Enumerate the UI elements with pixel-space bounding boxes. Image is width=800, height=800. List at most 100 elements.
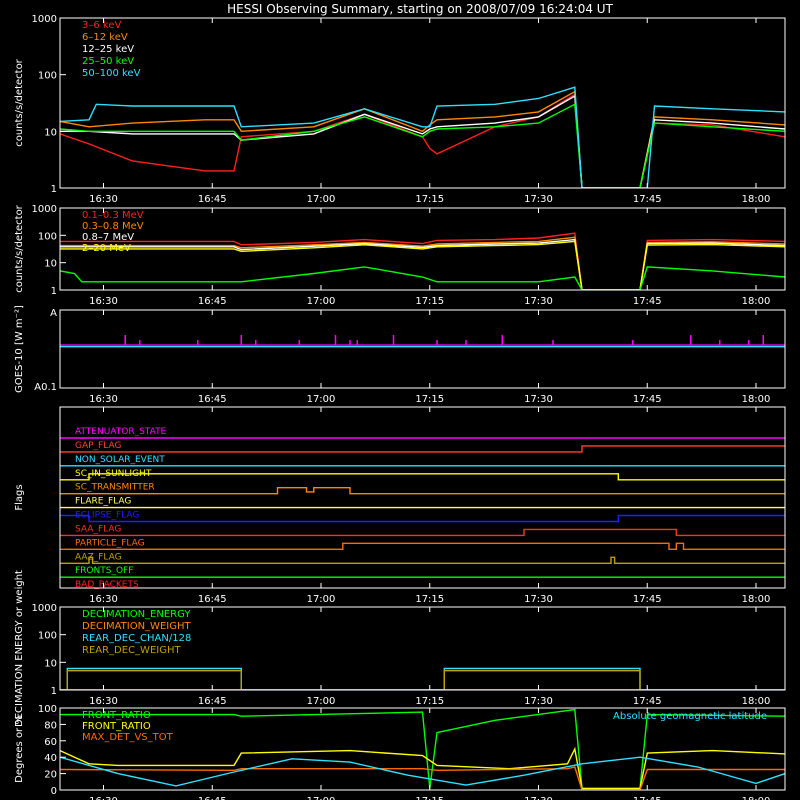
- panel-0-series-2: [60, 94, 785, 188]
- panel-5-xtick-label-2: 17:00: [307, 796, 336, 800]
- panel-5-xtick-label-0: 16:30: [89, 796, 118, 800]
- panel-1-xtick-label-2: 17:00: [307, 296, 336, 307]
- panel-2-ytick-top: A: [50, 308, 57, 319]
- panel-4-plot: [60, 667, 785, 690]
- panel-3-plot: [60, 437, 785, 578]
- panel-3-xtick-label-0: 16:30: [89, 594, 118, 605]
- panel-1-legend-3: 2–20 MeV: [82, 243, 131, 254]
- panel-3-flag-label-3: SC_IN_SUNLIGHT: [75, 469, 152, 479]
- panel-1-series-4: [60, 266, 785, 290]
- figure-title: HESSI Observing Summary, starting on 200…: [227, 2, 613, 16]
- panel-1-xtick-label-6: 18:00: [742, 296, 771, 307]
- panel-4-xtick-label-1: 16:45: [198, 696, 227, 707]
- panel-0-xtick-label-4: 17:30: [524, 194, 553, 205]
- panel-0-legend-0: 3–6 keV: [82, 20, 121, 31]
- panel-3-flag-label-5: FLARE_FLAG: [75, 497, 131, 507]
- panel-2-xtick-label-3: 17:15: [415, 394, 444, 405]
- panel-3-series-1: [60, 445, 785, 453]
- panel-4-xtick-label-2: 17:00: [307, 696, 336, 707]
- panel-4-xtick-label-3: 17:15: [415, 696, 444, 707]
- panel-5-ytick-label-5: 100: [38, 704, 57, 715]
- panel-0-ytick-label-0: 1: [51, 184, 57, 195]
- panel-3-series-7: [60, 528, 785, 537]
- panel-0-xtick-label-6: 18:00: [742, 194, 771, 205]
- panel-1-plot: [60, 232, 785, 290]
- panel-0-xtick-label-3: 17:15: [415, 194, 444, 205]
- panel-0-series-4: [60, 86, 785, 188]
- panel-3-series-3: [60, 473, 785, 481]
- panel-5-frame: [59, 707, 786, 791]
- panel-4-legend-2: REAR_DEC_CHAN/128: [82, 633, 191, 644]
- panel-5-series-2: [60, 766, 785, 790]
- panel-2-xtick-label-5: 17:45: [633, 394, 662, 405]
- panel-0-legend-1: 6–12 keV: [82, 32, 128, 43]
- panel-5-plot: [60, 708, 785, 790]
- panel-5-legend-0: FRONT_RATIO: [82, 710, 151, 721]
- panel-0-ytick-label-3: 1000: [32, 14, 57, 25]
- panel-0-legend-2: 12–25 keV: [82, 44, 134, 55]
- panel-3-flag-label-8: PARTICLE_FLAG: [75, 538, 145, 548]
- panel-3-xtick-label-6: 18:00: [742, 594, 771, 605]
- panel-0-xtick-label-0: 16:30: [89, 194, 118, 205]
- panel-4-xtick-label-6: 18:00: [742, 696, 771, 707]
- panel-1-xtick-label-0: 16:30: [89, 296, 118, 307]
- panel-1-xtick-label-5: 17:45: [633, 296, 662, 307]
- panel-0-ytick-label-2: 100: [38, 71, 57, 82]
- panel-5-ytick-label-1: 20: [44, 770, 57, 781]
- panel-4-xtick-label-4: 17:30: [524, 696, 553, 707]
- panel-2-xtick-label-6: 18:00: [742, 394, 771, 405]
- panel-5-xtick-label-3: 17:15: [415, 796, 444, 800]
- panel-3-xtick-label-1: 16:45: [198, 594, 227, 605]
- panel-4: 1 10 100 1000 DECIMATION_ENERGYDECIMATION_WE…: [14, 570, 786, 727]
- panel-4-legend-0: DECIMATION_ENERGY: [82, 609, 191, 620]
- panel-5-xtick-label-4: 17:30: [524, 796, 553, 800]
- panel-3-xtick-label-2: 17:00: [307, 594, 336, 605]
- panel-4-series-3: [60, 670, 785, 690]
- panel-1-ylabel: counts/s/detector: [14, 204, 25, 292]
- panel-4-ytick-label-0: 1: [51, 686, 57, 697]
- panel-3-ylabel: Flags: [14, 484, 25, 510]
- panel-5-ytick-label-3: 60: [44, 737, 57, 748]
- panel-3-flag-label-6: ECLIPSE_FLAG: [75, 511, 139, 521]
- panel-3-flag-label-0: ATTENUATOR_STATE: [75, 427, 167, 437]
- panel-4-ylabel: DECIMATION ENERGY or weight: [14, 570, 25, 727]
- panel-3-flag-label-10: FRONTS_OFF: [75, 566, 133, 576]
- panel-3-series-9: [60, 556, 785, 564]
- panel-2: A A0.1 16:30 16:45 17:00 17:15 17:30 17:45 18:00…: [14, 305, 786, 405]
- panel-0-xtick-label-1: 16:45: [198, 194, 227, 205]
- panel-3-flag-label-9: AAZ_FLAG: [75, 552, 122, 562]
- panel-0-legend-3: 25–50 keV: [82, 56, 134, 67]
- panel-3-series-8: [60, 542, 785, 550]
- panel-1-xtick-label-3: 17:15: [415, 296, 444, 307]
- panel-3-flag-label-2: NON_SOLAR_EVENT: [75, 455, 165, 465]
- panel-1-frame: [59, 207, 786, 291]
- panel-3-frame: [59, 406, 786, 589]
- panel-1-ytick-label-2: 100: [38, 231, 57, 242]
- panel-5-annotation: Absolute geomagnetic latitude: [613, 711, 767, 722]
- panel-1-legend-0: 0.1–0.3 MeV: [82, 210, 144, 221]
- panel-4-xtick-label-0: 16:30: [89, 696, 118, 707]
- panel-5: 020406080100FRONT_RATIOFRONT_RATIOMAX_DE…: [14, 704, 786, 800]
- panel-4-xtick-label-5: 17:45: [633, 696, 662, 707]
- panel-2-ytick-bottom: A0.1: [34, 382, 57, 393]
- panel-5-ytick-label-0: 0: [51, 786, 57, 797]
- panel-2-xtick-label-1: 16:45: [198, 394, 227, 405]
- panel-2-frame: [59, 309, 786, 389]
- panel-1-ytick-label-0: 1: [51, 286, 57, 297]
- panel-2-xtick-label-4: 17:30: [524, 394, 553, 405]
- panel-1-ytick-label-3: 1000: [32, 204, 57, 215]
- panel-4-ytick-label-3: 1000: [32, 603, 57, 614]
- panel-0-frame: [59, 17, 786, 189]
- panel-4-ytick-label-1: 10: [44, 658, 57, 669]
- panel-0-series-3: [60, 103, 785, 188]
- panel-3-flag-label-4: SC_TRANSMITTER: [75, 483, 155, 493]
- panel-1-xtick-label-4: 17:30: [524, 296, 553, 307]
- panel-2-plot: [60, 335, 785, 348]
- panel-0-series-0: [60, 93, 785, 188]
- panel-3-xtick-label-4: 17:30: [524, 594, 553, 605]
- panel-3-flag-label-7: SAA_FLAG: [75, 524, 121, 534]
- panel-1-ytick-label-1: 10: [44, 259, 57, 270]
- panel-4-legend-3: REAR_DEC_WEIGHT: [82, 645, 181, 656]
- panel-3-flag-label-1: GAP_FLAG: [75, 441, 121, 451]
- panel-5-legend-2: MAX_DET_VS_TOT: [82, 732, 174, 743]
